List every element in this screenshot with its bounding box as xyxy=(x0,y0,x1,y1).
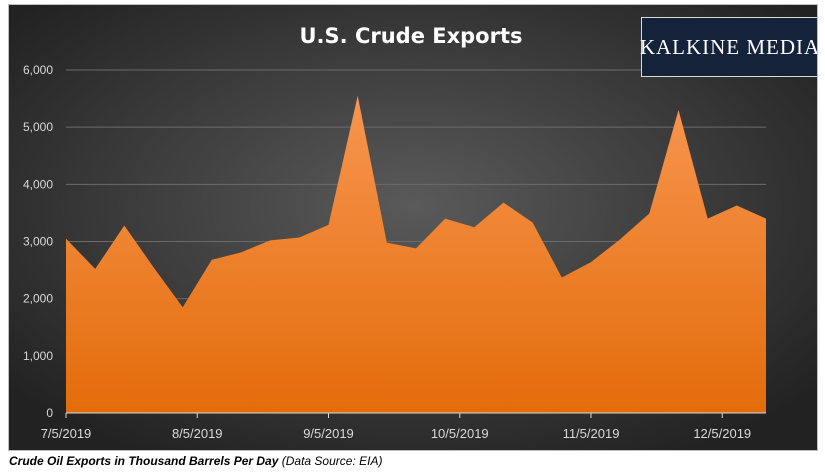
caption-source: (Data Source: EIA) xyxy=(278,454,383,468)
chart-caption: Crude Oil Exports in Thousand Barrels Pe… xyxy=(9,454,382,468)
x-tick-label: 10/5/2019 xyxy=(431,426,489,441)
y-tick-label: 1,000 xyxy=(23,349,53,363)
chart-svg: 0 1,000 2,000 3,000 4,000 5,000 6,000 7/5/2019… xyxy=(9,5,817,450)
y-tick-label: 3,000 xyxy=(23,235,53,249)
x-tick-label: 7/5/2019 xyxy=(41,426,92,441)
y-tick-label: 5,000 xyxy=(23,120,53,134)
y-tick-label: 2,000 xyxy=(23,292,53,306)
y-tick-label: 6,000 xyxy=(23,63,53,77)
x-tick-label: 9/5/2019 xyxy=(303,426,354,441)
x-tick-label: 8/5/2019 xyxy=(172,426,223,441)
caption-main: Crude Oil Exports in Thousand Barrels Pe… xyxy=(9,454,279,468)
y-tick-label: 4,000 xyxy=(23,177,53,191)
chart-title: U.S. Crude Exports xyxy=(300,24,523,48)
chart-frame: 0 1,000 2,000 3,000 4,000 5,000 6,000 7/5/2019… xyxy=(8,4,818,451)
area-series xyxy=(66,95,766,413)
logo-text: KALKINE MEDIA xyxy=(639,34,818,59)
y-tick-label: 0 xyxy=(46,406,53,420)
kalkine-media-logo: KALKINE MEDIA xyxy=(639,17,818,77)
x-tick-label: 11/5/2019 xyxy=(563,426,620,441)
x-tick-label: 12/5/2019 xyxy=(693,426,751,441)
